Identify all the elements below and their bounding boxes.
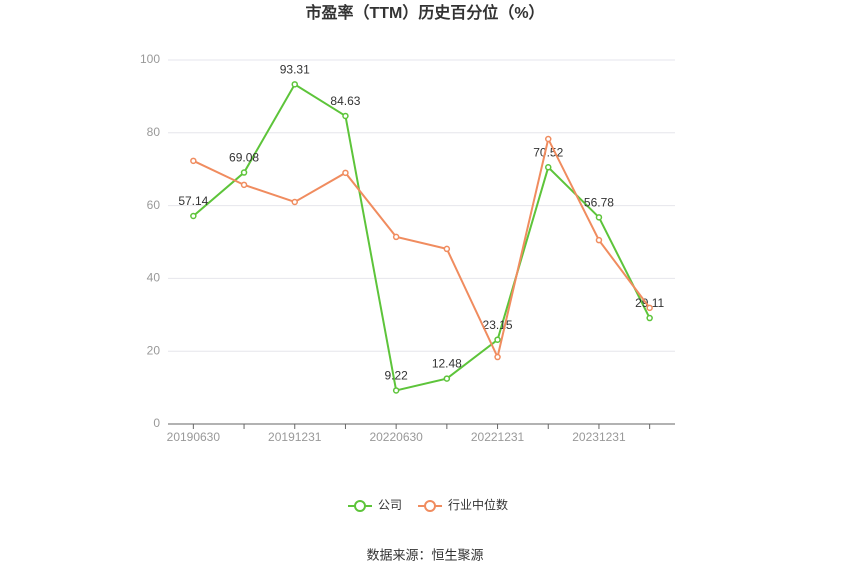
point [595,236,603,244]
legend-label: 公司 [378,498,402,512]
data-label: 23.15 [483,318,513,332]
point [190,157,197,165]
data-label: 69.08 [229,151,259,165]
legend-marker [424,500,437,512]
y-tick-label: 100 [140,52,160,66]
point [240,181,248,189]
point [342,169,349,177]
series-line [192,136,651,361]
point [494,336,501,343]
point [342,112,349,120]
y-tick-label: 0 [153,416,160,430]
x-tick-label: 20190630 [167,430,221,444]
x-tick-label: 20231231 [572,430,626,444]
series-line [192,82,651,392]
chart-title: 市盈率（TTM）历史百分位（%） [305,3,544,22]
legend-marker [354,500,366,512]
data-label: 57.14 [178,194,208,208]
point [646,304,653,312]
data-label: 56.78 [584,195,614,209]
legend-label: 行业中位数 [448,497,508,512]
point [494,353,501,361]
point [291,81,298,88]
point [443,245,451,253]
y-tick-label: 80 [147,125,161,139]
data-label: 9.22 [384,369,408,383]
point [291,198,298,206]
x-tick-label: 20220630 [369,430,423,444]
point [392,387,400,394]
point [443,375,451,382]
x-tick-label: 20221231 [471,430,525,444]
point [190,212,197,220]
data-label: 84.63 [330,94,360,108]
point [595,214,603,221]
point [646,314,653,322]
point [545,164,552,171]
data-label: 93.31 [280,63,310,77]
data-label: 12.48 [432,357,462,371]
x-tick-label: 20191231 [268,430,322,444]
point [392,233,400,241]
point [545,135,552,143]
point [240,169,248,176]
y-tick-label: 60 [147,198,161,212]
y-tick-label: 20 [147,343,161,357]
source: 数据来源：恒生聚源 [366,547,483,562]
data-label: 70.52 [533,145,563,159]
y-tick-label: 40 [147,271,161,285]
